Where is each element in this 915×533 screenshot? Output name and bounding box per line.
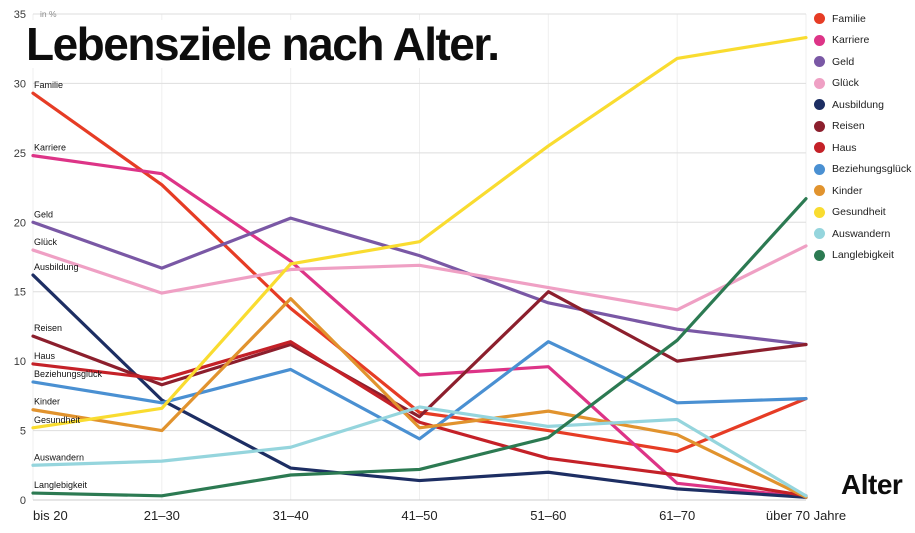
series-start-label: Reisen	[34, 323, 62, 333]
legend-dot	[814, 120, 825, 132]
legend-dot	[814, 77, 825, 89]
x-axis-title: Alter	[841, 469, 903, 500]
legend-label: Reisen	[832, 120, 865, 132]
legend-item-Beziehungsglück: Beziehungsglück	[814, 163, 911, 176]
series-line-Beziehungsglück	[31, 340, 808, 441]
legend-label: Karriere	[832, 34, 870, 46]
series-line-Langlebigkeit	[31, 197, 808, 498]
legend-label: Beziehungsglück	[832, 163, 912, 175]
legend-dot	[814, 34, 825, 46]
series-line-Kinder	[31, 297, 808, 499]
series-start-label: Kinder	[34, 397, 60, 407]
legend-item-Geld: Geld	[814, 55, 911, 68]
series-start-label: Ausbildung	[34, 262, 79, 272]
series-line-Gesundheit	[31, 36, 808, 430]
series-line-Geld	[31, 216, 808, 347]
y-tick-label: 35	[14, 9, 26, 21]
legend-item-Kinder: Kinder	[814, 184, 911, 197]
legend-dot	[814, 56, 825, 67]
series-start-label: Auswandern	[34, 452, 84, 462]
legend-label: Auswandern	[832, 227, 891, 240]
legend-dot	[814, 142, 825, 153]
series-start-label: Gesundheit	[34, 415, 81, 425]
legend-label: Ausbildung	[832, 98, 884, 111]
y-tick-label: 30	[14, 78, 26, 90]
legend-label: Glück	[832, 77, 859, 89]
legend-dot	[814, 206, 825, 218]
legend-item-Haus: Haus	[814, 141, 911, 154]
legend-dot	[814, 163, 825, 175]
legend-label: Familie	[832, 12, 866, 25]
y-tick-label: 0	[20, 495, 26, 507]
legend-label: Gesundheit	[832, 206, 886, 218]
legend-item-Langlebigkeit: Langlebigkeit	[814, 249, 911, 262]
series-line-Karriere	[31, 154, 808, 499]
legend-dot	[814, 228, 825, 239]
legend-label: Geld	[832, 55, 855, 68]
series-line-Haus	[31, 340, 808, 498]
y-tick-label: 5	[20, 426, 26, 438]
legend-dot	[814, 99, 825, 110]
chart-title: Lebensziele nach Alter.	[26, 20, 509, 68]
x-axis-label: 21–30	[144, 508, 180, 523]
legend-item-Ausbildung: Ausbildung	[814, 98, 911, 111]
y-tick-label: 15	[14, 287, 26, 299]
series-start-label: Glück	[34, 237, 58, 247]
x-axis-label: über 70 Jahre	[766, 508, 846, 523]
legend-item-Auswandern: Auswandern	[814, 227, 911, 240]
legend-item-Glück: Glück	[814, 77, 911, 90]
series-line-Auswandern	[31, 405, 808, 498]
series-line-Ausbildung	[31, 273, 808, 499]
y-tick-label: 25	[14, 148, 26, 160]
legend-dot	[814, 249, 825, 261]
series-start-label: Beziehungsglück	[34, 369, 103, 379]
x-axis-label: 31–40	[273, 508, 309, 523]
legend-dot	[814, 185, 825, 196]
series-line-Familie	[31, 91, 808, 453]
x-axis-label: 61–70	[659, 508, 695, 523]
series-start-label: Familie	[34, 80, 63, 90]
y-tick-label: 20	[14, 217, 26, 229]
x-axis-label: 41–50	[401, 508, 437, 523]
y-tick-label: 10	[14, 356, 26, 368]
legend-label: Langlebigkeit	[832, 249, 894, 261]
legend-item-Gesundheit: Gesundheit	[814, 206, 911, 219]
legend-label: Haus	[832, 141, 857, 154]
y-axis-unit-label: in %	[40, 9, 57, 19]
series-start-label: Karriere	[34, 143, 66, 153]
legend: Familie Karriere Geld Glück Ausbildung Reisen…	[814, 12, 911, 262]
legend-label: Kinder	[832, 184, 863, 197]
x-axis-label: bis 20	[33, 508, 68, 523]
legend-item-Karriere: Karriere	[814, 34, 911, 47]
series-start-label: Geld	[34, 209, 53, 219]
series-line-Glück	[31, 244, 808, 312]
series-start-label: Langlebigkeit	[34, 480, 88, 490]
legend-item-Familie: Familie	[814, 12, 911, 25]
x-axis-label: 51–60	[530, 508, 566, 523]
legend-item-Reisen: Reisen	[814, 120, 911, 133]
series-start-label: Haus	[34, 351, 56, 361]
legend-dot	[814, 13, 825, 24]
series-line-Reisen	[31, 290, 808, 419]
